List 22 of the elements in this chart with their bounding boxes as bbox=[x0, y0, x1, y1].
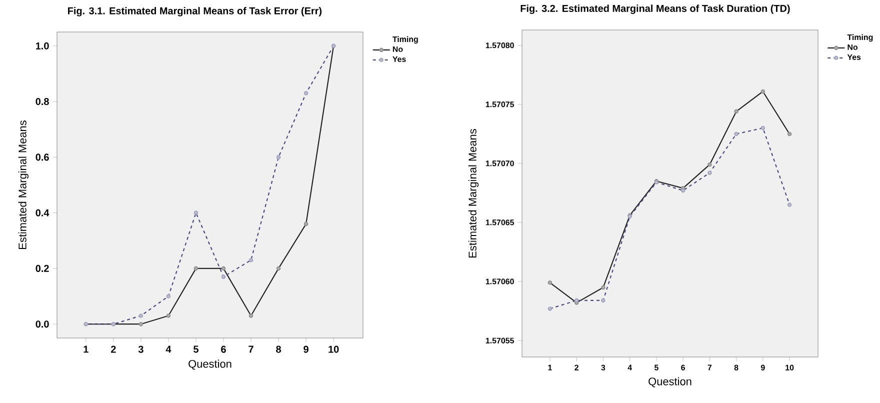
y-tick-label: 0.6 bbox=[36, 154, 49, 161]
x-axis-title: Question bbox=[188, 360, 232, 370]
x-tick-label: 6 bbox=[221, 346, 226, 353]
x-tick-label: 8 bbox=[276, 346, 281, 353]
y-tick-label: 0.4 bbox=[36, 209, 50, 216]
chart-title: Fig. 3.1. Estimated Marginal Means of Task Error (Err) bbox=[68, 7, 322, 16]
x-tick-label: 1 bbox=[84, 346, 88, 353]
y-tick-label: 0.2 bbox=[36, 264, 49, 272]
x-tick-label: 9 bbox=[304, 346, 308, 353]
y-tick-label: 1.0 bbox=[36, 42, 49, 50]
x-tick-label: 4 bbox=[166, 346, 172, 353]
y-axis-title: Estimated Marginal Means bbox=[18, 120, 29, 249]
y-axis-title: Estimated Marginal Means bbox=[468, 129, 479, 258]
x-axis-title: Question bbox=[648, 377, 692, 388]
x-tick-label: 3 bbox=[138, 346, 144, 353]
x-tick-label: 5 bbox=[194, 346, 198, 353]
x-tick-label: 7 bbox=[248, 346, 254, 353]
x-tick-label: 2 bbox=[110, 346, 116, 353]
y-tick-label: 0.0 bbox=[36, 320, 49, 328]
chart-title: Fig. 3.2. Estimated Marginal Means of Task Duration (TD) bbox=[520, 4, 790, 14]
y-tick-label: 0.8 bbox=[36, 98, 49, 106]
x-tick-label: 10 bbox=[328, 346, 339, 353]
